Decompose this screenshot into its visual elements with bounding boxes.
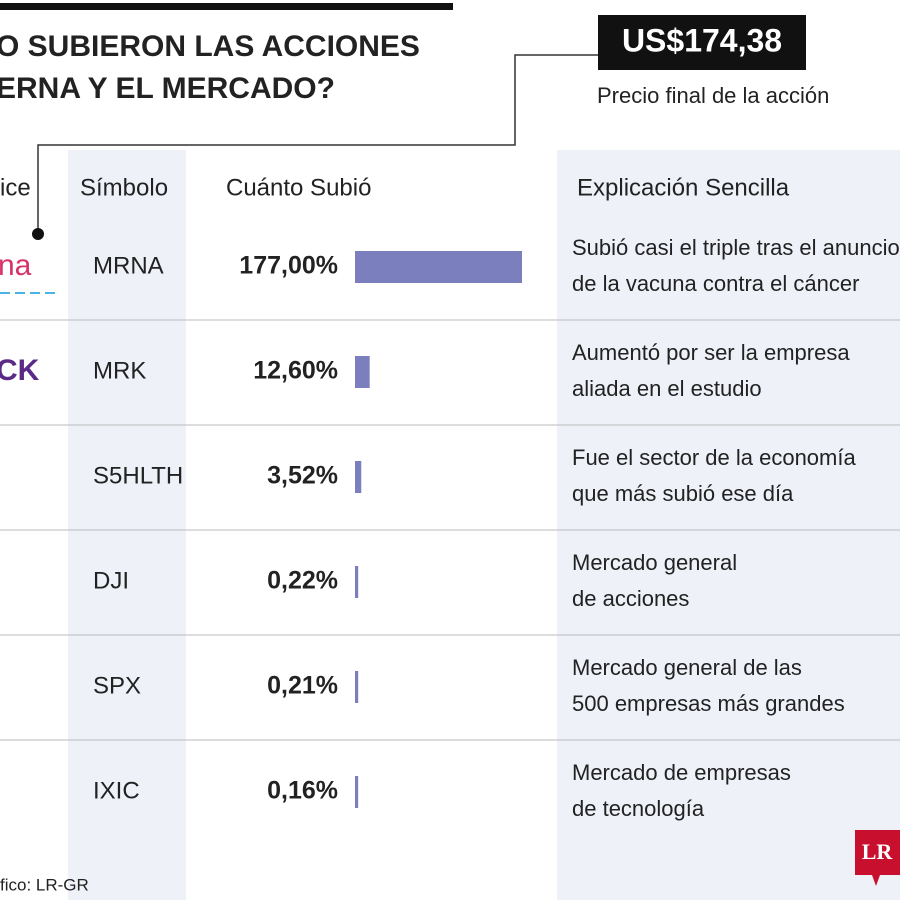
change-label: 0,22%	[267, 567, 338, 595]
top-rule	[0, 3, 453, 10]
change-bar	[355, 776, 359, 808]
explanation: Mercado de empresas	[572, 760, 791, 785]
company-logo: CK	[0, 354, 40, 387]
column-header: Explicación Sencilla	[577, 174, 790, 201]
explanation: 500 empresas más grandes	[572, 691, 845, 716]
symbol: S5HLTH	[93, 462, 183, 489]
explanation-column-bg	[557, 150, 900, 900]
symbol-column-bg	[68, 150, 186, 900]
change-label: 177,00%	[239, 252, 338, 280]
price: US$174,38	[622, 22, 782, 58]
change-label: 3,52%	[267, 462, 338, 490]
change-bar	[355, 356, 370, 388]
callout-dot	[32, 228, 44, 240]
title-line: O SUBIERON LAS ACCIONES	[0, 30, 420, 63]
change-label: 0,16%	[267, 777, 338, 805]
explanation: que más subió ese día	[572, 481, 794, 506]
brand-logo-tail	[872, 875, 880, 886]
title-line: ERNA Y EL MERCADO?	[0, 72, 335, 105]
price-box	[598, 15, 806, 70]
column-header: ice	[0, 174, 31, 201]
brand: LR	[862, 839, 894, 864]
change-bar	[355, 251, 522, 283]
company-logo: na	[0, 249, 32, 282]
explanation: Mercado general de las	[572, 655, 802, 680]
source: fico: LR-GR	[0, 875, 89, 894]
explanation: Mercado general	[572, 550, 737, 575]
column-header: Cuánto Subió	[226, 174, 371, 201]
symbol: MRK	[93, 357, 146, 384]
symbol: SPX	[93, 672, 141, 699]
change-label: 12,60%	[253, 357, 338, 385]
price-caption: Precio final de la acción	[597, 83, 829, 108]
callout-line	[37, 54, 598, 234]
brand-logo	[855, 830, 900, 875]
explanation: Fue el sector de la economía	[572, 445, 856, 470]
change-bar	[355, 671, 359, 703]
explanation: Aumentó por ser la empresa	[572, 340, 850, 365]
explanation: de tecnología	[572, 796, 705, 821]
symbol: DJI	[93, 567, 129, 594]
change-label: 0,21%	[267, 672, 338, 700]
symbol: IXIC	[93, 777, 140, 804]
explanation: Subió casi el triple tras el anuncio	[572, 235, 900, 260]
change-bar	[355, 461, 362, 493]
explanation: de acciones	[572, 586, 689, 611]
explanation: aliada en el estudio	[572, 376, 762, 401]
explanation: de la vacuna contra el cáncer	[572, 271, 859, 296]
column-header: Símbolo	[80, 174, 168, 201]
change-bar	[355, 566, 359, 598]
symbol: MRNA	[93, 252, 164, 279]
